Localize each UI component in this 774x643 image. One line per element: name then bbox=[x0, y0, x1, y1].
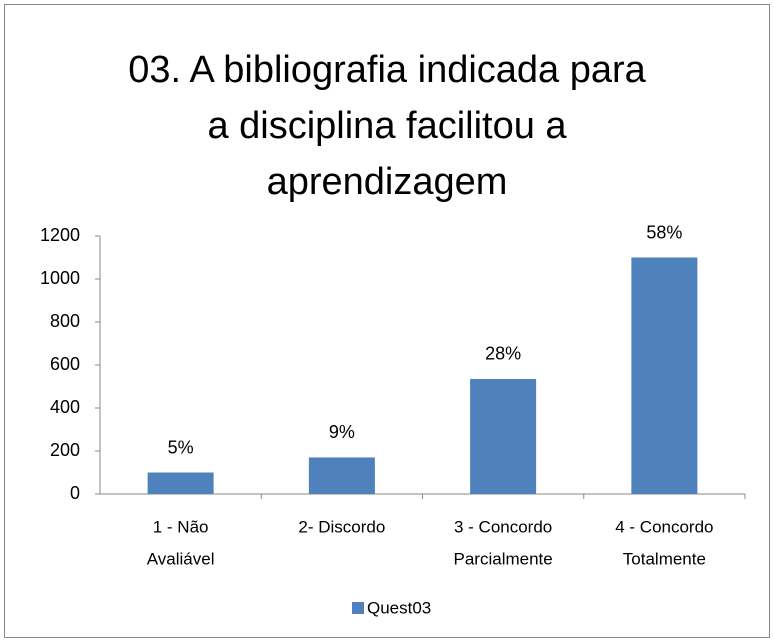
chart-title: 03. A bibliografia indicada para bbox=[128, 49, 646, 91]
bar bbox=[147, 472, 214, 494]
legend-label: Quest03 bbox=[367, 598, 431, 617]
x-tick-label: Avaliável bbox=[147, 549, 215, 568]
x-tick-label: Parcialmente bbox=[454, 549, 553, 568]
chart-title: a disciplina facilitou a bbox=[207, 105, 567, 147]
data-label: 58% bbox=[646, 222, 682, 242]
y-tick-label: 200 bbox=[50, 440, 80, 460]
x-tick-label: 4 - Concordo bbox=[615, 517, 713, 536]
y-tick-label: 1000 bbox=[40, 268, 80, 288]
y-tick-label: 800 bbox=[50, 311, 80, 331]
x-tick-label: Totalmente bbox=[623, 549, 706, 568]
y-tick-label: 0 bbox=[70, 483, 80, 503]
bar bbox=[308, 457, 375, 494]
y-tick-label: 400 bbox=[50, 397, 80, 417]
bar bbox=[470, 378, 537, 494]
y-tick-label: 1200 bbox=[40, 225, 80, 245]
x-tick-label: 1 - Não bbox=[153, 517, 209, 536]
chart-title: aprendizagem bbox=[267, 161, 508, 203]
data-label: 28% bbox=[485, 344, 521, 364]
bar bbox=[631, 257, 698, 494]
legend-swatch bbox=[352, 602, 364, 614]
data-label: 5% bbox=[168, 437, 194, 457]
y-tick-label: 600 bbox=[50, 354, 80, 374]
data-label: 9% bbox=[329, 422, 355, 442]
x-tick-label: 2- Discordo bbox=[298, 517, 385, 536]
x-tick-label: 3 - Concordo bbox=[454, 517, 552, 536]
